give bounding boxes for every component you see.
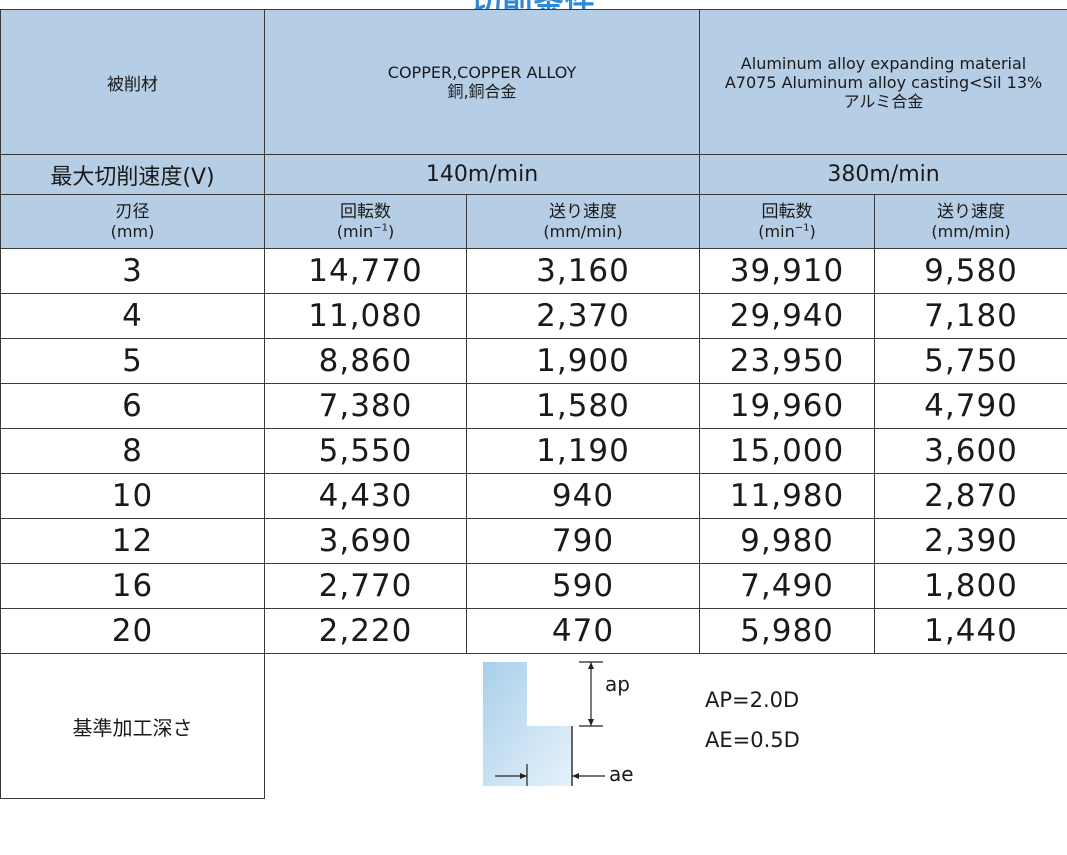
aluminum-rpm-cell: 9,980 bbox=[699, 518, 876, 564]
diameter-cell: 4 bbox=[0, 293, 265, 339]
aluminum-feed-cell: 2,870 bbox=[874, 473, 1067, 519]
copper-feed-cell: 2,370 bbox=[465, 293, 701, 339]
aluminum-rpm-cell: 11,980 bbox=[699, 473, 876, 519]
copper-line2: 銅,銅合金 bbox=[447, 82, 517, 101]
feed-label: 送り速度 bbox=[549, 201, 617, 222]
aluminum-rpm-cell: 23,950 bbox=[699, 338, 876, 384]
copper-feed-cell: 940 bbox=[465, 473, 701, 519]
copper-rpm-cell: 11,080 bbox=[264, 293, 467, 339]
aluminum-feed-cell: 7,180 bbox=[874, 293, 1067, 339]
table-row: 20 2,220 470 5,980 1,440 bbox=[0, 608, 1067, 654]
diameter-cell: 5 bbox=[0, 338, 265, 384]
copper-feed-cell: 790 bbox=[465, 518, 701, 564]
copper-rpm-cell: 5,550 bbox=[264, 428, 467, 474]
aluminum-speed: 380m/min bbox=[699, 154, 1067, 195]
table-row: 3 14,770 3,160 39,910 9,580 bbox=[0, 248, 1067, 294]
workpiece-shape bbox=[483, 662, 571, 787]
aluminum-feed-cell: 2,390 bbox=[874, 518, 1067, 564]
diameter-cell: 3 bbox=[0, 248, 265, 294]
copper-feed-cell: 590 bbox=[465, 563, 701, 609]
depth-diagram-cell: ap ae AP=2.0D AE=0.5D bbox=[263, 653, 1067, 799]
aluminum-rpm-cell: 5,980 bbox=[699, 608, 876, 654]
aluminum-rpm-cell: 15,000 bbox=[699, 428, 876, 474]
aluminum-rpm-cell: 39,910 bbox=[699, 248, 876, 294]
rpm-label: 回転数 bbox=[340, 201, 391, 222]
copper-rpm-cell: 2,770 bbox=[264, 563, 467, 609]
speed-row: 最大切削速度(V) 140m/min 380m/min bbox=[0, 154, 1067, 195]
title-strip: 切削条件 bbox=[0, 0, 1067, 10]
copper-feed-cell: 1,580 bbox=[465, 383, 701, 429]
aluminum-feed-cell: 1,440 bbox=[874, 608, 1067, 654]
aluminum-rpm-header: 回転数 (min−1) bbox=[699, 194, 876, 249]
cutting-conditions-table: 被削材 COPPER,COPPER ALLOY 銅,銅合金 Aluminum a… bbox=[0, 9, 1067, 799]
aluminum-line2: A7075 Aluminum alloy casting<Sil 13% bbox=[724, 72, 1043, 92]
ap-formula: AP=2.0D bbox=[705, 688, 800, 713]
table-row: 8 5,550 1,190 15,000 3,600 bbox=[0, 428, 1067, 474]
copper-rpm-cell: 4,430 bbox=[264, 473, 467, 519]
material-label: 被削材 bbox=[0, 9, 265, 155]
aluminum-feed-header: 送り速度 (mm/min) bbox=[874, 194, 1067, 249]
feed-label: 送り速度 bbox=[937, 201, 1006, 222]
aluminum-feed-cell: 4,790 bbox=[874, 383, 1067, 429]
aluminum-feed-cell: 1,800 bbox=[874, 563, 1067, 609]
table-row: 4 11,080 2,370 29,940 7,180 bbox=[0, 293, 1067, 339]
table-row: 6 7,380 1,580 19,960 4,790 bbox=[0, 383, 1067, 429]
aluminum-rpm-cell: 19,960 bbox=[699, 383, 876, 429]
rpm-label: 回転数 bbox=[761, 201, 813, 222]
diameter-cell: 8 bbox=[0, 428, 265, 474]
ap-label: ap bbox=[605, 672, 630, 697]
copper-rpm-cell: 7,380 bbox=[264, 383, 467, 429]
diameter-label: 刃径 bbox=[115, 201, 150, 222]
aluminum-feed-cell: 5,750 bbox=[874, 338, 1067, 384]
aluminum-material-header: Aluminum alloy expanding material A7075 … bbox=[699, 9, 1067, 155]
ae-label: ae bbox=[609, 762, 634, 787]
copper-feed-cell: 1,900 bbox=[465, 338, 701, 384]
depth-label: 基準加工深さ bbox=[0, 653, 265, 799]
diameter-unit: (mm) bbox=[110, 221, 155, 241]
feed-unit: (mm/min) bbox=[543, 221, 623, 241]
copper-rpm-cell: 14,770 bbox=[264, 248, 467, 294]
ae-formula: AE=0.5D bbox=[705, 728, 800, 753]
diameter-cell: 20 bbox=[0, 608, 265, 654]
copper-rpm-header: 回転数 (min−1) bbox=[264, 194, 467, 249]
diameter-header: 刃径 (mm) bbox=[0, 194, 265, 249]
diameter-cell: 6 bbox=[0, 383, 265, 429]
copper-feed-cell: 3,160 bbox=[465, 248, 701, 294]
copper-feed-cell: 470 bbox=[465, 608, 701, 654]
ap-arrows bbox=[588, 662, 594, 727]
depth-row: 基準加工深さ bbox=[0, 653, 1067, 799]
material-header-row: 被削材 COPPER,COPPER ALLOY 銅,銅合金 Aluminum a… bbox=[0, 9, 1067, 155]
copper-feed-header: 送り速度 (mm/min) bbox=[465, 194, 701, 249]
depth-diagram: ap ae AP=2.0D AE=0.5D bbox=[266, 655, 1067, 799]
copper-line1: COPPER,COPPER ALLOY bbox=[387, 63, 577, 82]
diameter-cell: 16 bbox=[0, 563, 265, 609]
copper-material-header: COPPER,COPPER ALLOY 銅,銅合金 bbox=[263, 9, 701, 155]
rpm-unit: (min−1) bbox=[758, 221, 816, 241]
rpm-unit: (min−1) bbox=[336, 221, 395, 241]
cut-depth-diagram bbox=[483, 661, 605, 787]
aluminum-feed-cell: 3,600 bbox=[874, 428, 1067, 474]
table-row: 10 4,430 940 11,980 2,870 bbox=[0, 473, 1067, 519]
diameter-cell: 12 bbox=[0, 518, 265, 564]
table-row: 12 3,690 790 9,980 2,390 bbox=[0, 518, 1067, 564]
copper-speed: 140m/min bbox=[263, 154, 701, 195]
diameter-cell: 10 bbox=[0, 473, 265, 519]
copper-rpm-cell: 3,690 bbox=[264, 518, 467, 564]
aluminum-feed-cell: 9,580 bbox=[874, 248, 1067, 294]
aluminum-rpm-cell: 29,940 bbox=[699, 293, 876, 339]
copper-rpm-cell: 2,220 bbox=[264, 608, 467, 654]
speed-label: 最大切削速度(V) bbox=[0, 154, 265, 195]
feed-unit: (mm/min) bbox=[931, 221, 1011, 241]
copper-feed-cell: 1,190 bbox=[465, 428, 701, 474]
table-row: 16 2,770 590 7,490 1,800 bbox=[0, 563, 1067, 609]
aluminum-line1: Aluminum alloy expanding material bbox=[740, 53, 1027, 73]
copper-rpm-cell: 8,860 bbox=[264, 338, 467, 384]
aluminum-line3: アルミ合金 bbox=[843, 91, 924, 111]
page-title: 切削条件 bbox=[0, 0, 1067, 10]
table-row: 5 8,860 1,900 23,950 5,750 bbox=[0, 338, 1067, 384]
unit-header-row: 刃径 (mm) 回転数 (min−1) 送り速度 (mm/min) 回転数 (m… bbox=[0, 194, 1067, 249]
aluminum-rpm-cell: 7,490 bbox=[699, 563, 876, 609]
